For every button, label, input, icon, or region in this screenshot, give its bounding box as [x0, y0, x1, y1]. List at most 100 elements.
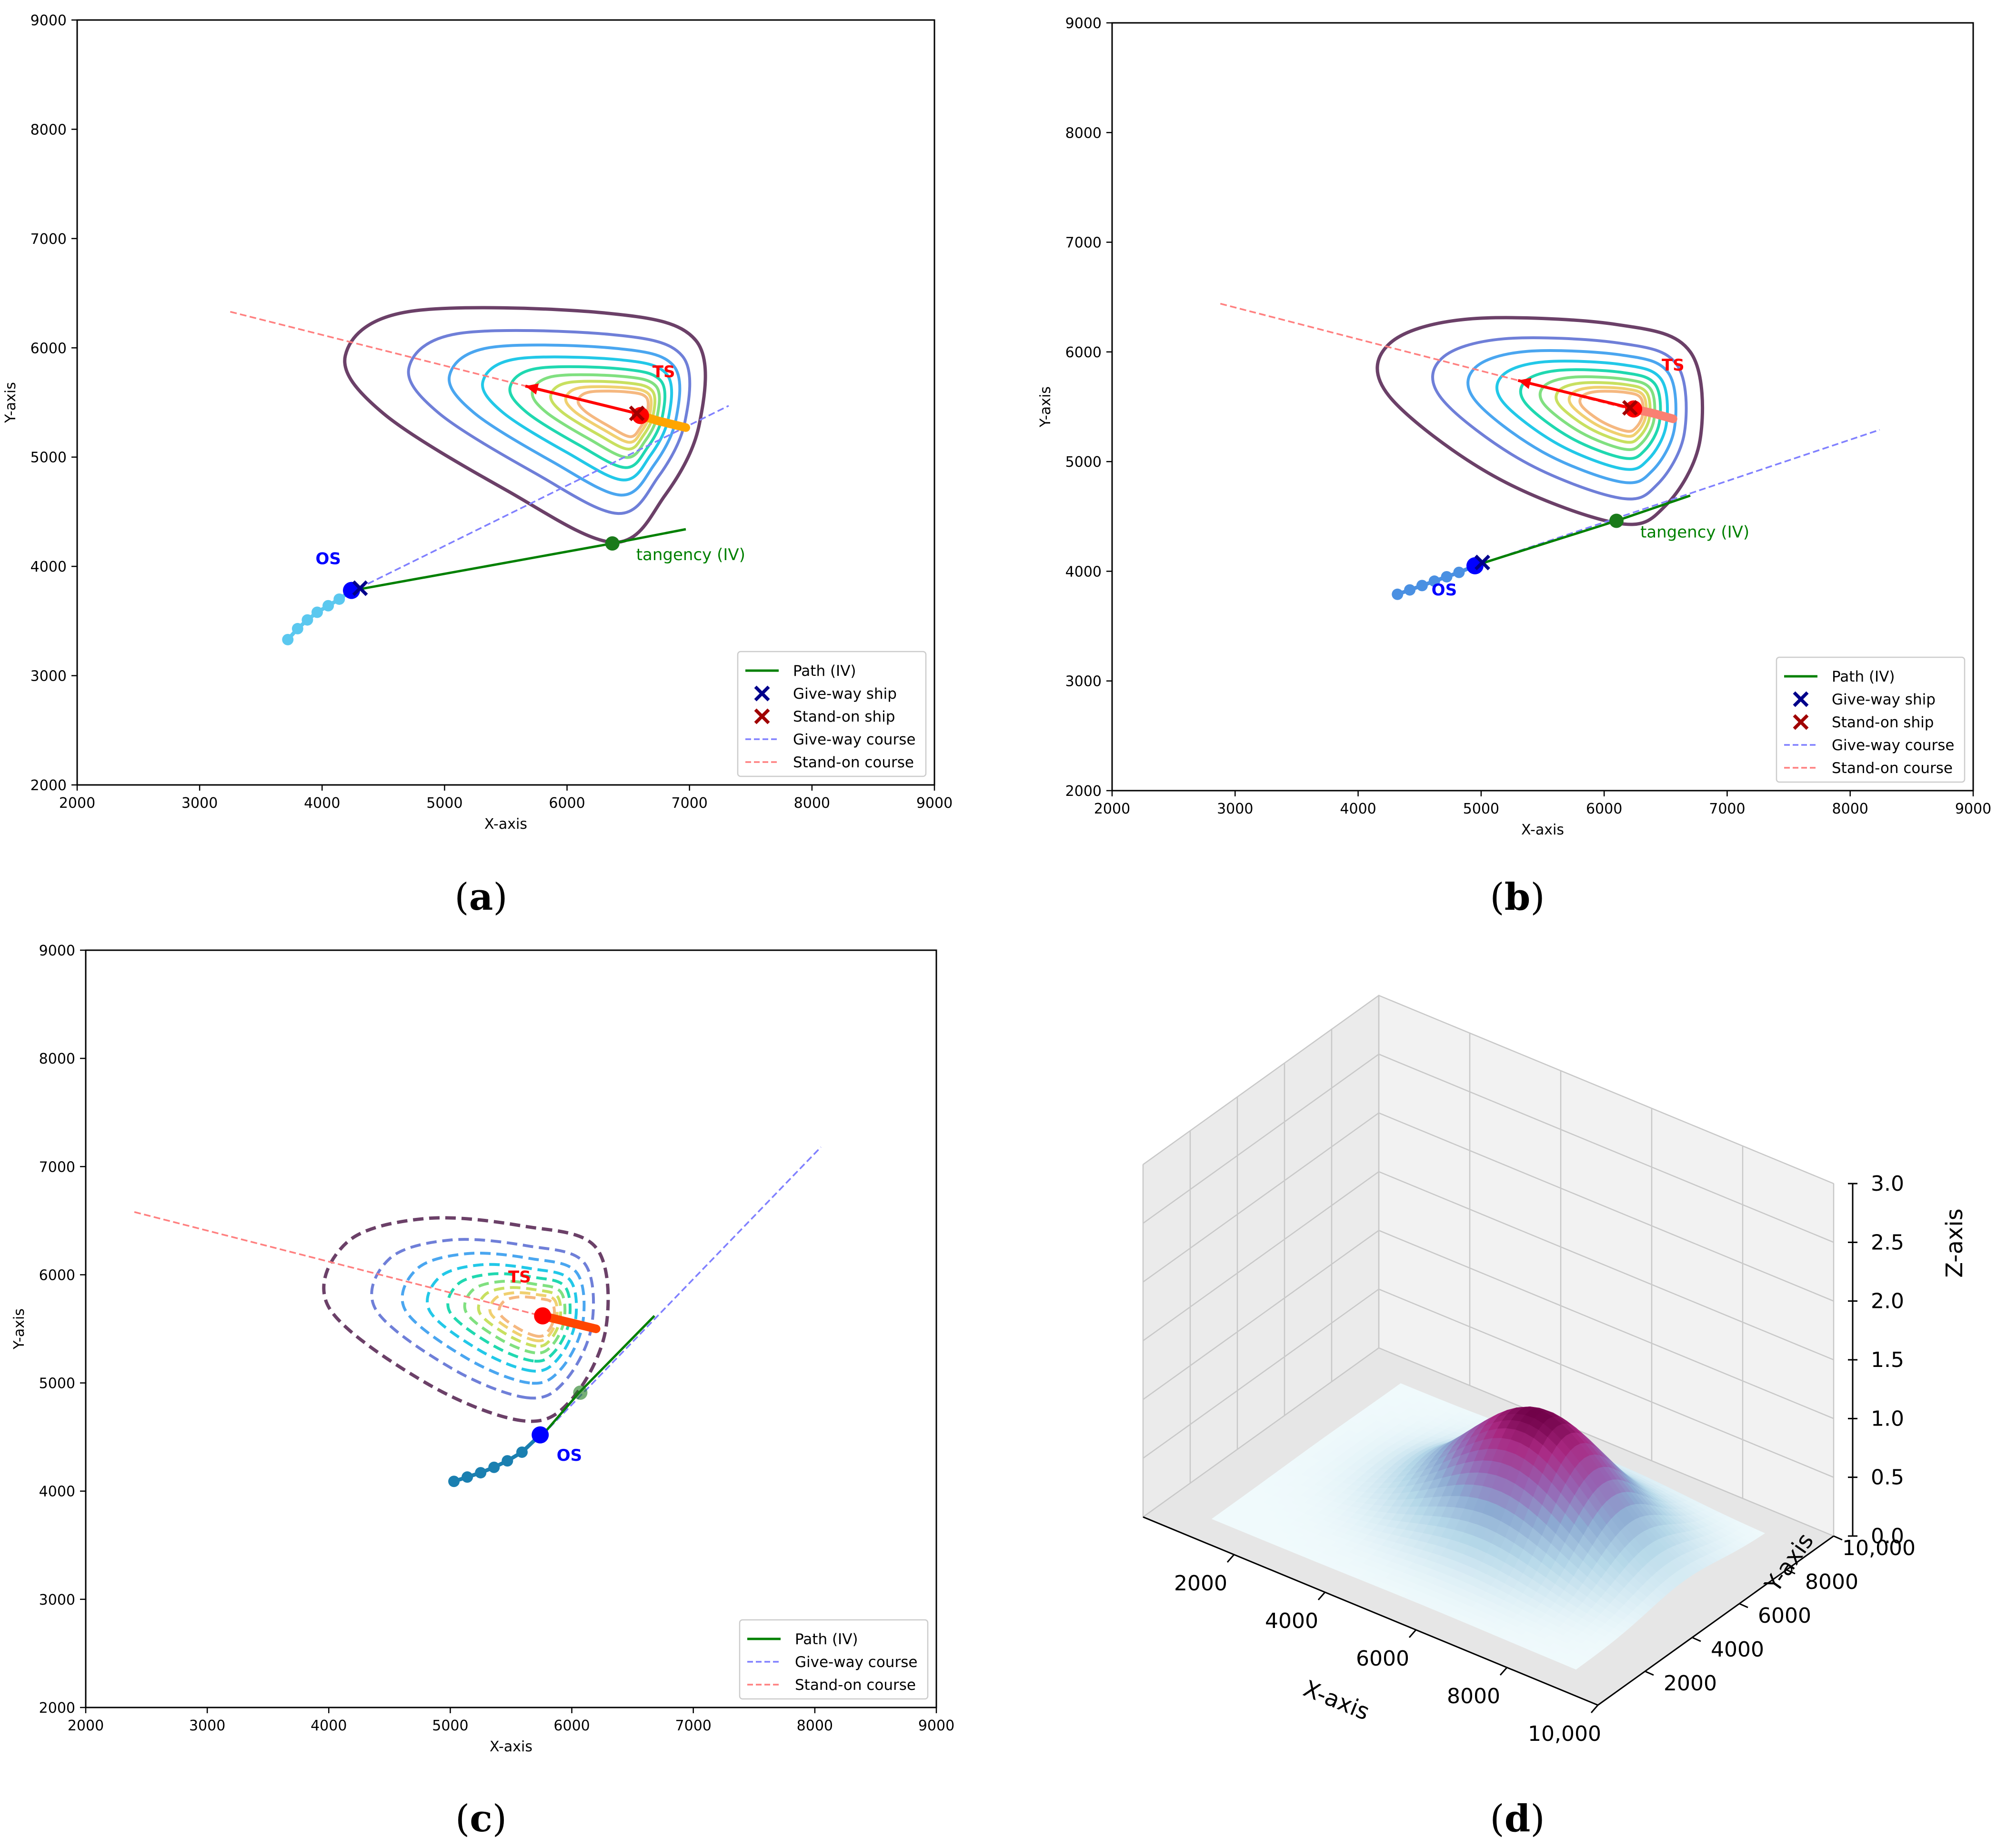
y-tick-label: 6000: [30, 340, 67, 357]
legend-label-stand-on-ship: Stand-on ship: [793, 708, 895, 725]
risk-contour-level-7: [477, 1286, 562, 1348]
legend-label-give-way-ship: Give-way ship: [1832, 691, 1936, 708]
risk-contour-level-7: [1555, 381, 1652, 444]
legend-swatch-give-way-ship: [1793, 691, 1809, 707]
legend-label-stand-on-course: Stand-on course: [793, 754, 914, 771]
tangency-label: tangency (IV): [1640, 522, 1749, 542]
y-tick-label: 8000: [1805, 1570, 1858, 1594]
risk-contour-level-9: [497, 1295, 556, 1338]
x-tick-label: 3000: [189, 1717, 225, 1734]
x-tick-label: 6000: [549, 795, 585, 812]
x-tick-label: 7000: [675, 1717, 712, 1734]
stand-on-course-line: [134, 1211, 542, 1317]
panel-b: tangency (IV) OS TS 2000 3000 4000 5000 6000 700…: [1037, 15, 1991, 919]
grid-line: [1143, 1171, 1834, 1361]
risk-contour-level-2: [370, 1238, 595, 1400]
legend-label-stand-on-course: Stand-on course: [795, 1677, 916, 1694]
y-tick-label: 2000: [30, 777, 67, 794]
stand-on-ship-marker-stroke: [1622, 400, 1638, 416]
x-tick-label: 2000: [59, 795, 95, 812]
y-tick-label: 3000: [1065, 673, 1102, 690]
risk-contour-level-2: [407, 329, 692, 515]
ts-heading-arrow: [1517, 379, 1631, 410]
path-iv-line: [542, 1315, 655, 1436]
y-tick-label: 5000: [39, 1376, 75, 1392]
y-tick-label: 5000: [30, 450, 67, 466]
z-tick-label: 0.5: [1871, 1466, 1904, 1490]
ts-marker: [1625, 400, 1643, 418]
risk-contour-level-2: [1431, 336, 1688, 501]
grid-line: [1143, 1288, 1834, 1478]
os-trail-line: [1396, 564, 1476, 596]
legend-swatch-give-way-ship: [754, 685, 770, 702]
x-tick: [1408, 1629, 1417, 1638]
legend-box: [739, 1619, 929, 1700]
y-axis-label: Y-axis: [1037, 386, 1054, 428]
x-tick-label: 6000: [553, 1717, 590, 1734]
os-marker: [532, 1426, 549, 1444]
legend-label-give-way-ship: Give-way ship: [793, 685, 897, 703]
risk-contour-level-8: [564, 385, 653, 444]
y-tick: [1692, 1637, 1701, 1642]
legend-label-stand-on-ship: Stand-on ship: [1832, 714, 1934, 731]
plot-frame: [85, 949, 937, 1708]
z-tick-label: 1.5: [1871, 1348, 1904, 1372]
y-tick-label: 9000: [30, 12, 67, 29]
risk-contour-level-3: [448, 343, 682, 497]
y-tick-label: 5000: [1065, 454, 1102, 471]
z-axis-label: Z-axis: [1941, 1208, 1968, 1278]
x-tick-label: 4000: [311, 1717, 347, 1734]
risk-contour-level-6: [1538, 375, 1656, 452]
x-tick-label: 8000: [794, 795, 830, 812]
legend-label-path: Path (IV): [793, 663, 856, 680]
x-tick-label: 9000: [1955, 801, 1991, 817]
y-axis-label: Y-axis: [2, 382, 19, 423]
risk-contour-level-4: [481, 355, 673, 482]
stand-on-ship-marker-stroke: [629, 405, 645, 422]
z-tick-label: 2.0: [1871, 1289, 1904, 1314]
y-tick-label: 2000: [1664, 1671, 1717, 1696]
y-tick-label: 3000: [39, 1592, 75, 1608]
give-way-ship-marker-stroke: [1474, 554, 1490, 571]
stand-on-ship-marker: [1622, 400, 1638, 416]
y-tick: [1739, 1603, 1748, 1608]
risk-contour-level-4: [426, 1263, 578, 1373]
y-tick: [1786, 1569, 1796, 1575]
give-way-ship-marker: [1474, 554, 1490, 571]
x-tick-label: 4000: [1265, 1609, 1318, 1633]
risk-contour-level-1: [322, 1216, 610, 1423]
panel-caption: (d): [1490, 1797, 1545, 1840]
risk-contour-level-4: [1495, 360, 1669, 471]
plot-frame: [1111, 22, 1974, 792]
risk-contour-level-8: [1567, 386, 1648, 438]
x-tick-label: 8000: [797, 1717, 833, 1734]
x-tick-label: 2000: [68, 1717, 104, 1734]
risk-contour-level-1: [1375, 316, 1705, 526]
z-tick-label: 0.0: [1871, 1524, 1904, 1548]
x-tick-label: 2000: [1094, 801, 1130, 817]
x-tick-label: 8000: [1832, 801, 1868, 817]
risk-contour-level-7: [549, 380, 657, 451]
os-label: OS: [1432, 581, 1457, 600]
surface-patch: [1566, 1662, 1581, 1670]
x-tick-label: 2000: [1174, 1571, 1227, 1596]
x-tick: [1590, 1705, 1599, 1713]
ts-label: TS: [652, 362, 675, 382]
os-trail-line: [453, 1433, 542, 1484]
y-tick-label: 7000: [39, 1159, 75, 1175]
x-tick-label: 9000: [916, 795, 953, 812]
risk-contour-level-6: [463, 1280, 567, 1355]
x-tick: [1499, 1667, 1508, 1676]
os-label: OS: [557, 1446, 582, 1465]
legend-label-give-way-course: Give-way course: [795, 1654, 917, 1671]
ts-heading-arrow: [525, 384, 637, 415]
x-tick-label: 5000: [432, 1717, 468, 1734]
grid-line: [1143, 1053, 1834, 1243]
y-axis-line: [1597, 1535, 1834, 1706]
tangency-point: [573, 1386, 588, 1400]
give-way-course-line: [542, 1146, 822, 1436]
legend-label-path: Path (IV): [1832, 668, 1895, 685]
y-tick-label: 6000: [1065, 344, 1102, 361]
y-tick-label: 6000: [1758, 1604, 1811, 1628]
risk-contour-level-5: [508, 365, 667, 469]
